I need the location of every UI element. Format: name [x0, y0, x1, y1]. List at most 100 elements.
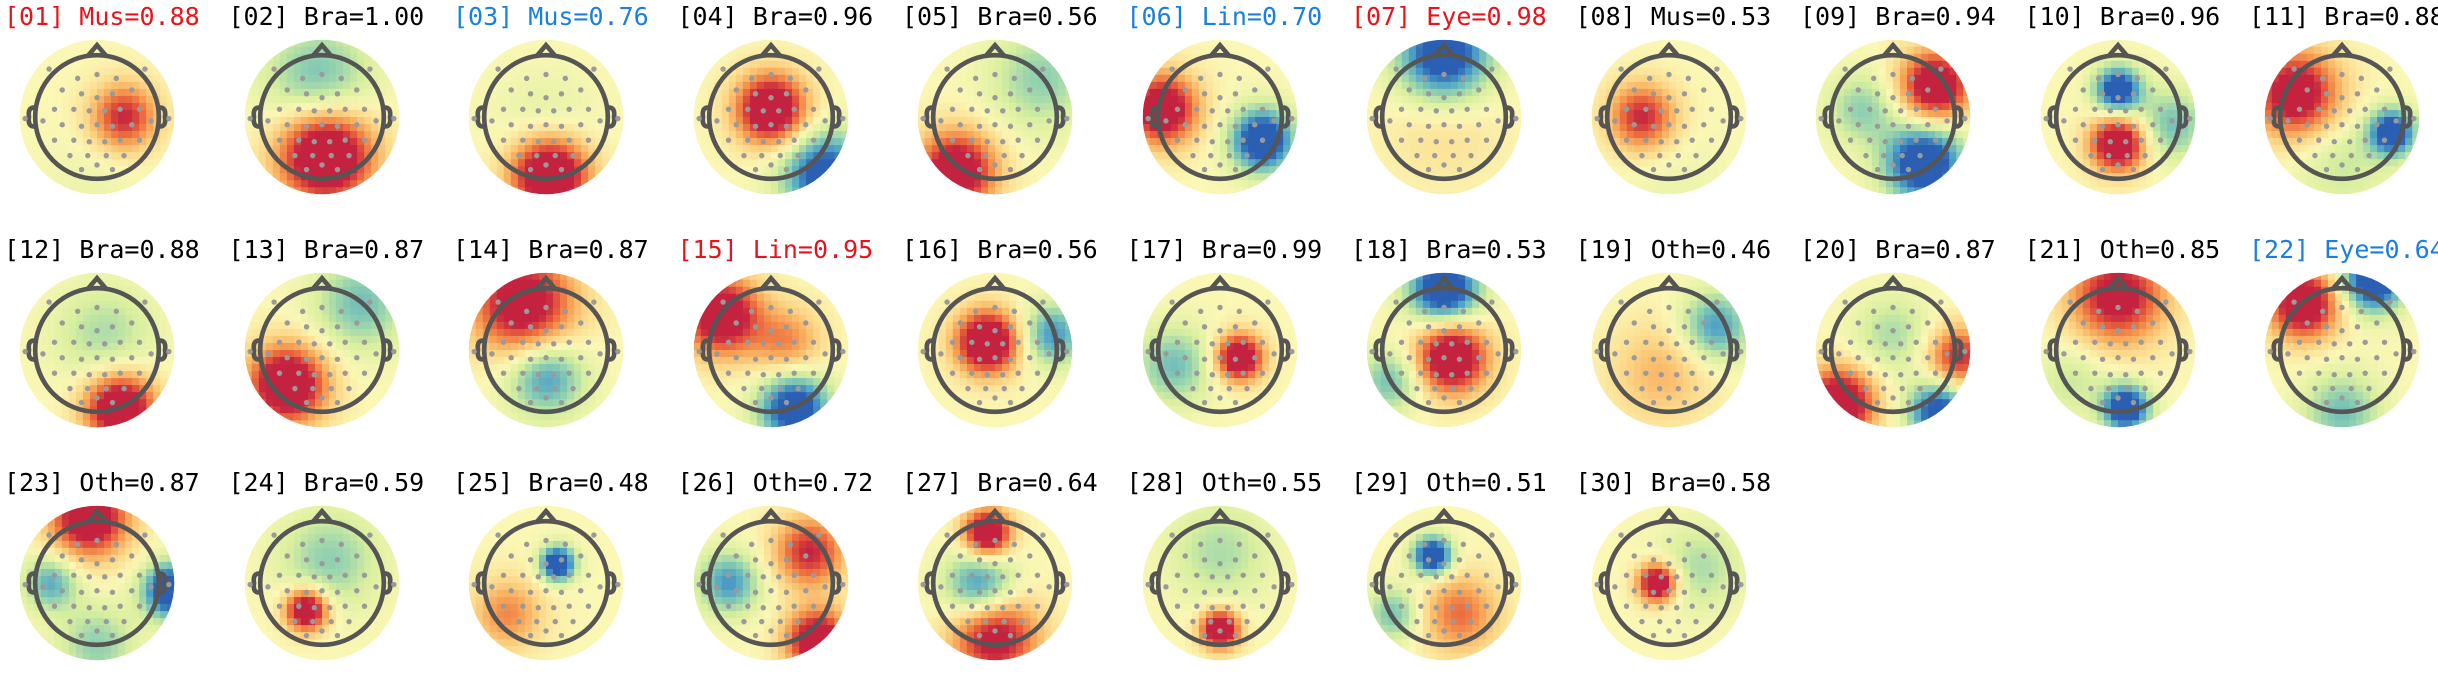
sensor-dot: [1015, 603, 1020, 608]
sensor-dot: [1145, 582, 1150, 587]
sensor-dot: [1407, 320, 1412, 325]
sensor-dot: [810, 137, 815, 142]
sensor-dot: [71, 573, 76, 578]
sensor-dot: [142, 299, 147, 304]
sensor-dot: [296, 603, 301, 608]
sensor-dot: [559, 357, 564, 362]
component-label: Oth=0.55: [1187, 468, 1322, 497]
component-id: [16]: [902, 235, 962, 264]
component-label: Bra=0.58: [1636, 468, 1771, 497]
sensor-dot: [1174, 573, 1179, 578]
sensor-dot: [969, 603, 974, 608]
sensor-dot: [1898, 108, 1903, 113]
scalp-field: [469, 40, 624, 195]
sensor-dot: [586, 340, 591, 345]
sensor-dot: [319, 538, 324, 543]
topomap-plot: [1584, 32, 1754, 202]
sensor-dot: [2099, 324, 2104, 329]
sensor-dot: [714, 351, 719, 356]
sensor-dot: [2080, 355, 2085, 360]
sensor-dot: [543, 122, 548, 127]
sensor-dot: [319, 588, 324, 593]
sensor-dot: [1658, 372, 1663, 377]
sensor-dot: [1738, 116, 1743, 121]
sensor-dot: [2115, 72, 2120, 77]
sensor-dot: [1666, 72, 1671, 77]
sensor-dot: [2099, 124, 2104, 129]
sensor-dot: [551, 605, 556, 610]
topomap-panel: [14] Bra=0.87: [453, 235, 673, 455]
sensor-dot: [1457, 357, 1462, 362]
component-label: Oth=0.46: [1636, 235, 1771, 264]
sensor-dot: [2324, 91, 2329, 96]
sensor-dot: [1890, 72, 1895, 77]
sensor-dot: [803, 355, 808, 360]
sensor-dot: [977, 400, 982, 405]
sensor-dot: [1842, 66, 1847, 71]
sensor-dot: [965, 153, 970, 158]
sensor-dot: [1848, 340, 1853, 345]
sensor-dot: [2115, 162, 2120, 167]
sensor-dot: [543, 588, 548, 593]
sensor-dot: [1418, 603, 1423, 608]
sensor-dot: [94, 355, 99, 360]
sensor-dot: [1675, 619, 1680, 624]
sensor-dot: [578, 320, 583, 325]
sensor-dot: [2362, 340, 2367, 345]
sensor-dot: [2339, 72, 2344, 77]
sensor-dot: [2355, 167, 2360, 172]
sensor-dot: [1174, 370, 1179, 375]
scalp-field: [693, 40, 848, 195]
sensor-dot: [1701, 355, 1706, 360]
sensor-dot: [1890, 95, 1895, 100]
sensor-dot: [1145, 349, 1150, 354]
sensor-dot: [303, 357, 308, 362]
sensor-dot: [1720, 584, 1725, 589]
sensor-dot: [520, 107, 525, 112]
sensor-dot: [1938, 299, 1943, 304]
sensor-dot: [1631, 553, 1636, 558]
sensor-dot: [327, 372, 332, 377]
sensor-dot: [759, 619, 764, 624]
sensor-dot: [822, 584, 827, 589]
sensor-dot: [1513, 116, 1518, 121]
sensor-dot: [1658, 139, 1663, 144]
sensor-dot: [1457, 124, 1462, 129]
sensor-dot: [1738, 349, 1743, 354]
sensor-dot: [696, 349, 701, 354]
sensor-dot: [2092, 107, 2097, 112]
sensor-dot: [2387, 299, 2392, 304]
sensor-dot: [2332, 108, 2337, 113]
sensor-dot: [759, 153, 764, 158]
sensor-dot: [2374, 355, 2379, 360]
sensor-dot: [1666, 122, 1671, 127]
sensor-dot: [110, 633, 115, 638]
sensor-dot: [2163, 299, 2168, 304]
sensor-dot: [334, 400, 339, 405]
sensor-dot: [373, 584, 378, 589]
sensor-dot: [75, 542, 80, 547]
scalp-field: [2040, 40, 2195, 195]
sensor-dot: [1881, 386, 1886, 391]
sensor-dot: [284, 588, 289, 593]
sensor-dot: [299, 76, 304, 81]
sensor-dot: [1019, 153, 1024, 158]
sensor-dot: [992, 305, 997, 310]
component-id: [13]: [229, 235, 289, 264]
component-label: Lin=0.95: [738, 235, 873, 264]
sensor-dot: [1468, 153, 1473, 158]
topomap-panel: [11] Bra=0.88: [2249, 2, 2438, 222]
sensor-dot: [354, 87, 359, 92]
sensor-dot: [1650, 557, 1655, 562]
sensor-dot: [2382, 107, 2387, 112]
sensor-dot: [748, 542, 753, 547]
sensor-dot: [276, 137, 281, 142]
component-id: [18]: [1351, 235, 1411, 264]
sensor-dot: [1434, 139, 1439, 144]
component-id: [17]: [1127, 235, 1187, 264]
sensor-dot: [1201, 167, 1206, 172]
sensor-dot: [1689, 573, 1694, 578]
sensor-dot: [1201, 633, 1206, 638]
sensor-dot: [2393, 351, 2398, 356]
sensor-dot: [2297, 370, 2302, 375]
